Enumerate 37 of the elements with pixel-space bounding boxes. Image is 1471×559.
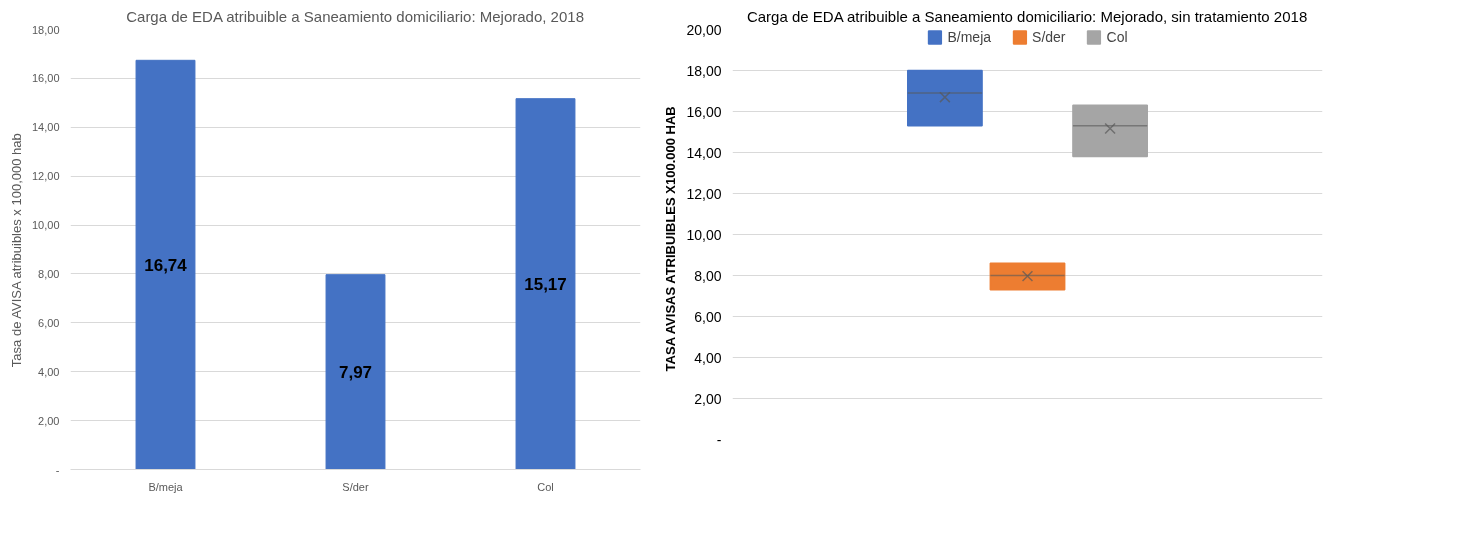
legend-label: Col bbox=[1106, 29, 1128, 45]
data-label: 16,74 bbox=[144, 255, 188, 275]
x-tick-label: B/meja bbox=[148, 480, 184, 493]
y-tick-label: - bbox=[716, 431, 722, 448]
y-tick-label: 10,00 bbox=[31, 219, 60, 232]
legend-label: B/meja bbox=[947, 29, 992, 45]
bar bbox=[325, 274, 386, 470]
y-tick-label: 12,00 bbox=[31, 170, 60, 183]
y-tick-label: 16,00 bbox=[686, 103, 722, 120]
y-tick-label: 2,00 bbox=[694, 390, 722, 407]
x-tick-label: Col bbox=[537, 480, 554, 493]
y-tick-label: 18,00 bbox=[31, 23, 60, 36]
data-label: 15,17 bbox=[524, 275, 567, 295]
y-tick-label: - bbox=[55, 463, 60, 476]
y-tick-label: 4,00 bbox=[38, 365, 60, 378]
y-tick-label: 16,00 bbox=[31, 72, 60, 85]
chart-title: Carga de EDA atribuible a Saneamiento domiciliario: Mejorado, sin tratamiento 2018 bbox=[746, 7, 1308, 25]
y-tick-label: 8,00 bbox=[694, 267, 722, 284]
y-tick-label: 4,00 bbox=[694, 349, 722, 366]
y-tick-label: 6,00 bbox=[38, 316, 60, 329]
y-tick-label: 10,00 bbox=[686, 226, 722, 243]
y-tick-label: 14,00 bbox=[686, 144, 722, 161]
legend-label: S/der bbox=[1032, 29, 1066, 45]
y-tick-label: 12,00 bbox=[686, 185, 722, 202]
y-tick-label: 18,00 bbox=[686, 62, 722, 79]
chart-title: Carga de EDA atribuible a Saneamiento domiciliario: Mejorado, 2018 bbox=[126, 7, 584, 25]
y-tick-label: 20,00 bbox=[686, 21, 722, 38]
x-tick-label: S/der bbox=[342, 480, 369, 493]
data-label: 7,97 bbox=[338, 363, 373, 383]
y-tick-label: 2,00 bbox=[38, 414, 60, 427]
y-tick-label: 8,00 bbox=[38, 267, 60, 280]
y-axis-title: TASA AVISAS ATRIBUIBLES X100.000 HAB bbox=[663, 106, 679, 372]
y-axis-title: Tasa de AVISA atribuibles x 100,000 hab bbox=[8, 133, 24, 368]
bar bbox=[135, 59, 196, 470]
y-tick-label: 14,00 bbox=[31, 121, 60, 134]
bar bbox=[515, 98, 576, 470]
y-tick-label: 6,00 bbox=[694, 308, 722, 325]
